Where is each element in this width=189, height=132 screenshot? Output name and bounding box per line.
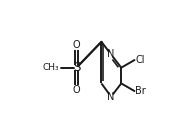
Text: Cl: Cl: [135, 55, 145, 65]
Text: N: N: [107, 92, 115, 102]
Text: Br: Br: [135, 86, 146, 96]
Text: N: N: [107, 50, 115, 59]
Text: O: O: [73, 40, 80, 50]
Text: O: O: [73, 85, 80, 95]
Text: CH₃: CH₃: [43, 63, 59, 72]
Text: S: S: [73, 61, 80, 74]
